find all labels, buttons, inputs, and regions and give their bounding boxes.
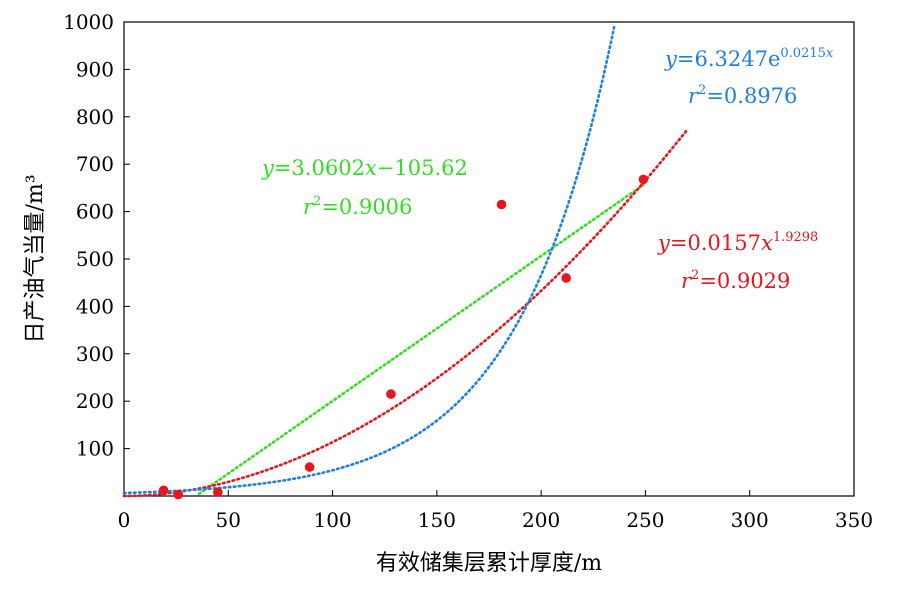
x-tick-label: 150 (418, 508, 456, 532)
y-tick-label: 1000 (63, 10, 114, 34)
trendlines (122, 25, 689, 498)
y-tick-label: 200 (76, 389, 114, 413)
x-tick-label: 300 (731, 508, 769, 532)
linear-eq-x: x (365, 156, 377, 180)
power-eq-x: x (761, 231, 773, 255)
linear-eq-coef: 3.0602 (291, 156, 364, 180)
y-axis-title: 日产油气当量/m³ (23, 174, 48, 343)
exp-r2-r: r (688, 84, 700, 108)
x-tick-label: 200 (522, 508, 560, 532)
power-fit-equation: y=0.0157x1.9298 (657, 230, 818, 255)
exp-eq-exponent: 0.0215 (780, 46, 826, 61)
exponential-fit-r2: r2=0.8976 (688, 83, 797, 108)
power-trendline (122, 128, 689, 498)
exp-eq-y: y (664, 47, 678, 71)
y-tick-label: 500 (76, 247, 114, 271)
x-tick-label: 50 (216, 508, 241, 532)
linear-eq-intercept: −105.62 (377, 156, 468, 180)
power-r2-value: =0.9029 (699, 269, 790, 293)
exponential-trendline (122, 25, 616, 495)
exp-eq-coef: 6.3247e (694, 47, 780, 71)
power-fit-r2: r2=0.9029 (681, 268, 790, 293)
power-eq-exponent: 1.9298 (773, 230, 819, 245)
linear-eq-sign: = (274, 156, 292, 180)
x-tick-label: 100 (313, 508, 351, 532)
data-point (213, 487, 223, 498)
y-tick-label: 700 (76, 152, 114, 176)
data-points (158, 174, 649, 500)
y-tick-label: 600 (76, 200, 114, 224)
exp-eq-sign: = (677, 47, 695, 71)
exp-eq-exponent-x: x (826, 46, 834, 61)
data-point (158, 485, 169, 496)
y-ticks: 100 200 300 400 500 600 700 800 900 1000 (63, 10, 130, 461)
linear-r2-sup: 2 (313, 194, 321, 209)
y-tick-label: 900 (76, 57, 114, 81)
linear-r2-value: =0.9006 (321, 195, 412, 219)
x-tick-label: 0 (118, 508, 131, 532)
exp-r2-value: =0.8976 (706, 84, 797, 108)
y-tick-label: 300 (76, 342, 114, 366)
x-tick-label: 350 (835, 508, 873, 532)
exponential-fit-equation: y=6.3247e0.0215x (664, 46, 834, 71)
x-tick-label: 250 (626, 508, 664, 532)
y-tick-label: 400 (76, 294, 114, 318)
data-point (638, 174, 649, 185)
linear-r2-r: r (303, 195, 315, 219)
data-point (496, 199, 507, 210)
data-point (173, 489, 184, 500)
linear-trendline (197, 183, 645, 496)
y-tick-label: 800 (76, 105, 114, 129)
x-axis-title: 有效储集层累计厚度/m (376, 551, 602, 576)
power-eq-y: y (657, 231, 671, 255)
x-ticks: 0 50 100 150 200 250 300 350 (118, 490, 873, 532)
exp-r2-sup: 2 (698, 83, 706, 98)
power-eq-coef: 0.0157 (687, 231, 760, 255)
power-r2-sup: 2 (691, 268, 699, 283)
data-point (386, 389, 396, 399)
linear-eq-y: y (261, 156, 275, 180)
data-point (561, 273, 571, 283)
y-tick-label: 100 (76, 437, 114, 461)
power-eq-sign: = (670, 231, 688, 255)
linear-fit-equation: y=3.0602x−105.62 (261, 156, 468, 180)
linear-fit-r2: r2=0.9006 (303, 194, 412, 219)
power-r2-r: r (681, 269, 693, 293)
data-point (304, 462, 315, 472)
